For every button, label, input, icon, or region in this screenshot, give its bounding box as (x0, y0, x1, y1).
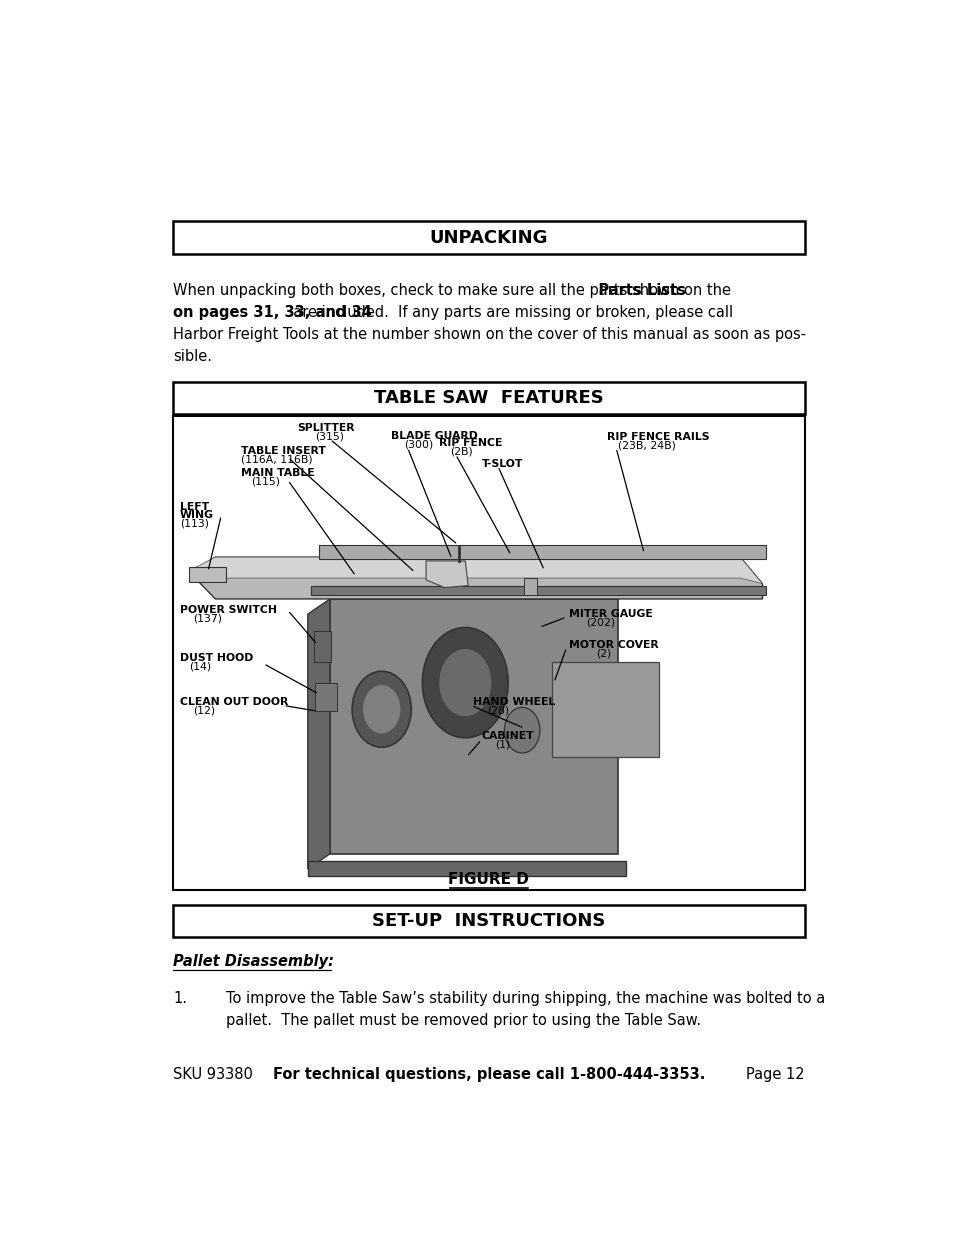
Text: T-SLOT: T-SLOT (481, 459, 522, 469)
Text: MAIN TABLE: MAIN TABLE (241, 468, 314, 478)
Text: HAND WHEEL: HAND WHEEL (472, 697, 555, 706)
Polygon shape (314, 631, 331, 662)
Polygon shape (551, 662, 659, 757)
Text: are included.  If any parts are missing or broken, please call: are included. If any parts are missing o… (173, 305, 733, 320)
Text: (28): (28) (487, 705, 509, 715)
Circle shape (422, 627, 508, 737)
Text: UNPACKING: UNPACKING (429, 228, 548, 247)
Text: (137): (137) (193, 614, 222, 624)
Text: BLADE GUARD: BLADE GUARD (391, 431, 477, 441)
Circle shape (352, 672, 411, 747)
Circle shape (362, 684, 400, 734)
Text: (23B, 24B): (23B, 24B) (618, 441, 676, 451)
FancyBboxPatch shape (173, 905, 803, 937)
Text: When unpacking both boxes, check to make sure all the parts shown on the: When unpacking both boxes, check to make… (173, 283, 735, 298)
Text: (315): (315) (315, 431, 344, 441)
Text: (12): (12) (193, 705, 215, 715)
Text: on pages 31, 33, and 34: on pages 31, 33, and 34 (173, 305, 372, 320)
Text: LEFT: LEFT (180, 501, 209, 511)
Polygon shape (426, 561, 468, 588)
Text: (115): (115) (251, 477, 279, 487)
Text: For technical questions, please call 1-800-444-3353.: For technical questions, please call 1-8… (273, 1067, 704, 1082)
Polygon shape (190, 557, 761, 584)
FancyBboxPatch shape (173, 382, 803, 415)
Text: (300): (300) (403, 440, 433, 450)
Polygon shape (524, 578, 537, 595)
Circle shape (438, 648, 492, 716)
Polygon shape (318, 545, 765, 559)
Polygon shape (308, 862, 625, 876)
Text: MOTOR COVER: MOTOR COVER (568, 640, 658, 650)
Text: (1): (1) (495, 740, 510, 750)
Text: SKU 93380: SKU 93380 (173, 1067, 253, 1082)
Text: POWER SWITCH: POWER SWITCH (180, 605, 276, 615)
Text: pallet.  The pallet must be removed prior to using the Table Saw.: pallet. The pallet must be removed prior… (226, 1013, 700, 1028)
Text: (113): (113) (180, 519, 209, 529)
Polygon shape (311, 585, 765, 595)
Text: RIP FENCE: RIP FENCE (438, 438, 501, 448)
Text: 1.: 1. (173, 990, 187, 1005)
Text: CLEAN OUT DOOR: CLEAN OUT DOOR (180, 697, 288, 706)
Text: Parts Lists: Parts Lists (173, 283, 685, 298)
Text: TABLE SAW  FEATURES: TABLE SAW FEATURES (374, 389, 603, 408)
Text: RIP FENCE RAILS: RIP FENCE RAILS (606, 432, 709, 442)
Text: FIGURE D: FIGURE D (448, 872, 529, 887)
Polygon shape (190, 557, 761, 599)
Text: Page 12: Page 12 (745, 1067, 803, 1082)
Polygon shape (314, 683, 337, 711)
Text: (116A, 116B): (116A, 116B) (241, 454, 313, 464)
Text: (202): (202) (586, 618, 615, 627)
Text: SET-UP  INSTRUCTIONS: SET-UP INSTRUCTIONS (372, 913, 605, 930)
Polygon shape (190, 567, 226, 582)
Polygon shape (308, 599, 330, 869)
Text: To improve the Table Saw’s stability during shipping, the machine was bolted to : To improve the Table Saw’s stability dur… (226, 990, 825, 1005)
Circle shape (504, 708, 539, 753)
Text: TABLE INSERT: TABLE INSERT (241, 446, 326, 456)
Text: DUST HOOD: DUST HOOD (180, 653, 253, 663)
Polygon shape (330, 599, 618, 853)
Text: MITER GAUGE: MITER GAUGE (568, 609, 652, 619)
Text: Harbor Freight Tools at the number shown on the cover of this manual as soon as : Harbor Freight Tools at the number shown… (173, 327, 805, 342)
FancyBboxPatch shape (173, 416, 803, 890)
Text: (2B): (2B) (450, 447, 473, 457)
Text: WING: WING (180, 510, 213, 520)
Text: Pallet Disassembly:: Pallet Disassembly: (173, 953, 334, 968)
Text: SPLITTER: SPLITTER (297, 422, 355, 432)
Text: sible.: sible. (173, 348, 212, 364)
Text: (14): (14) (190, 662, 212, 672)
Text: CABINET: CABINET (481, 731, 534, 741)
FancyBboxPatch shape (173, 221, 803, 253)
Text: (2): (2) (596, 648, 611, 658)
